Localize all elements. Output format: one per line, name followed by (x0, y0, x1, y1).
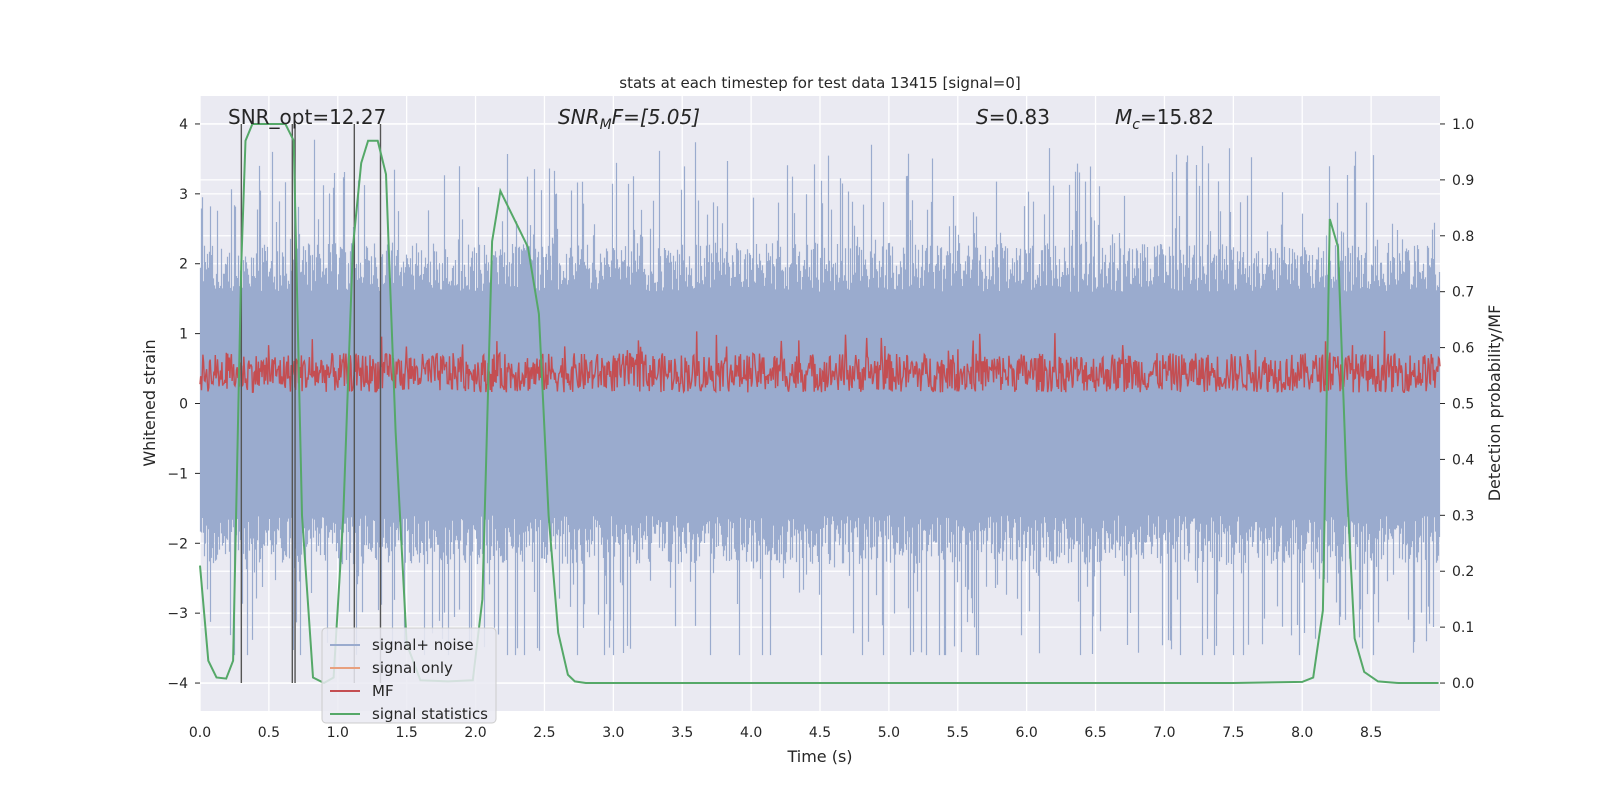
y-tick-label-right: 0.8 (1452, 229, 1474, 245)
legend-label-signal-noise: signal+ noise (372, 636, 474, 654)
y-tick-label-left: 1 (179, 327, 188, 343)
x-tick-label: 3.0 (602, 725, 624, 741)
x-tick-label: 2.0 (464, 725, 486, 741)
x-tick-label: 6.0 (1016, 725, 1038, 741)
annotation-snr-opt: SNR_opt=12.27 (228, 105, 386, 129)
signal-noise-trace (199, 139, 1441, 656)
y-tick-label-right: 0.4 (1452, 452, 1474, 468)
y-tick-label-right: 0.2 (1452, 564, 1474, 580)
y-tick-label-right: 1.0 (1452, 117, 1474, 133)
y-tick-label-left: −4 (167, 676, 188, 692)
annotation-mc: Mc=15.82 (1115, 105, 1214, 133)
legend-box (321, 627, 497, 724)
annotation-mc-base: M (1115, 105, 1132, 129)
signal-statistics-trace (199, 123, 1439, 685)
y-tick-label-right: 0.3 (1452, 508, 1474, 524)
y-tick-label-left: 0 (179, 397, 188, 413)
annotation-snr-mf: SNRMF=[5.05] (558, 105, 700, 133)
x-tick-label: 6.5 (1084, 725, 1106, 741)
y-axis-label-left: Whitened strain (140, 339, 159, 466)
annotation-mc-sub: c (1132, 117, 1140, 133)
y-tick-label-left: 3 (179, 187, 188, 203)
annotation-snr-mf-sub: M (600, 117, 612, 133)
mf-trace (199, 330, 1441, 394)
y-tick-label-right: 0.5 (1452, 397, 1474, 413)
signal-noise-series (199, 139, 1441, 656)
annotation-s-rest: =0.83 (989, 105, 1050, 129)
signal-statistics-series (199, 123, 1439, 685)
x-tick-label: 1.5 (396, 725, 418, 741)
x-tick-label: 8.5 (1360, 725, 1382, 741)
x-tick-label: 0.5 (258, 725, 280, 741)
x-tick-label: 7.5 (1222, 725, 1244, 741)
y-axis-label-right: Detection probability/MF (1485, 305, 1504, 502)
x-tick-label: 0.0 (189, 725, 211, 741)
y-tick-label-right: 0.1 (1452, 620, 1474, 636)
x-axis-label: Time (s) (786, 747, 852, 766)
vertical-markers (240, 123, 382, 684)
x-tick-label: 1.0 (327, 725, 349, 741)
legend-label-mf: MF (372, 682, 394, 700)
y-tick-label-right: 0.0 (1452, 676, 1474, 692)
annotation-s: S=0.83 (976, 105, 1050, 129)
x-tick-label: 3.5 (671, 725, 693, 741)
y-tick-label-left: 2 (179, 257, 188, 273)
x-tick-label: 5.5 (947, 725, 969, 741)
y-tick-label-right: 0.9 (1452, 173, 1474, 189)
y-tick-label-left: −3 (167, 606, 188, 622)
tick-labels: 0.0 0.5 1.0 1.5 2.0 2.5 3.0 3.5 4.0 4.5 5.0 5.5 6.0 6… (167, 117, 1474, 741)
annotation-snr-mf-rest: F=[5.05] (612, 105, 700, 129)
chart-title: stats at each timestep for test data 134… (619, 74, 1020, 92)
x-tick-label: 2.5 (533, 725, 555, 741)
legend-label-signal-only: signal only (372, 659, 453, 677)
y-tick-label-right: 0.6 (1452, 341, 1474, 357)
legend: signal+ noise signal only MF signal statist… (321, 627, 497, 724)
y-tick-label-left: −1 (167, 466, 188, 482)
x-tick-label: 5.0 (878, 725, 900, 741)
y-tick-label-left: 4 (179, 117, 188, 133)
x-tick-label: 8.0 (1291, 725, 1313, 741)
x-tick-label: 4.5 (809, 725, 831, 741)
x-tick-label: 4.0 (740, 725, 762, 741)
annotation-mc-rest: =15.82 (1140, 105, 1214, 129)
annotation-s-base: S (976, 105, 989, 129)
x-tick-label: 7.0 (1153, 725, 1175, 741)
annotation-snr-mf-base: SNR (558, 105, 600, 129)
mf-series (199, 330, 1441, 394)
y-tick-label-right: 0.7 (1452, 285, 1474, 301)
y-tick-label-left: −2 (167, 536, 188, 552)
legend-label-signal-statistics: signal statistics (372, 705, 488, 723)
